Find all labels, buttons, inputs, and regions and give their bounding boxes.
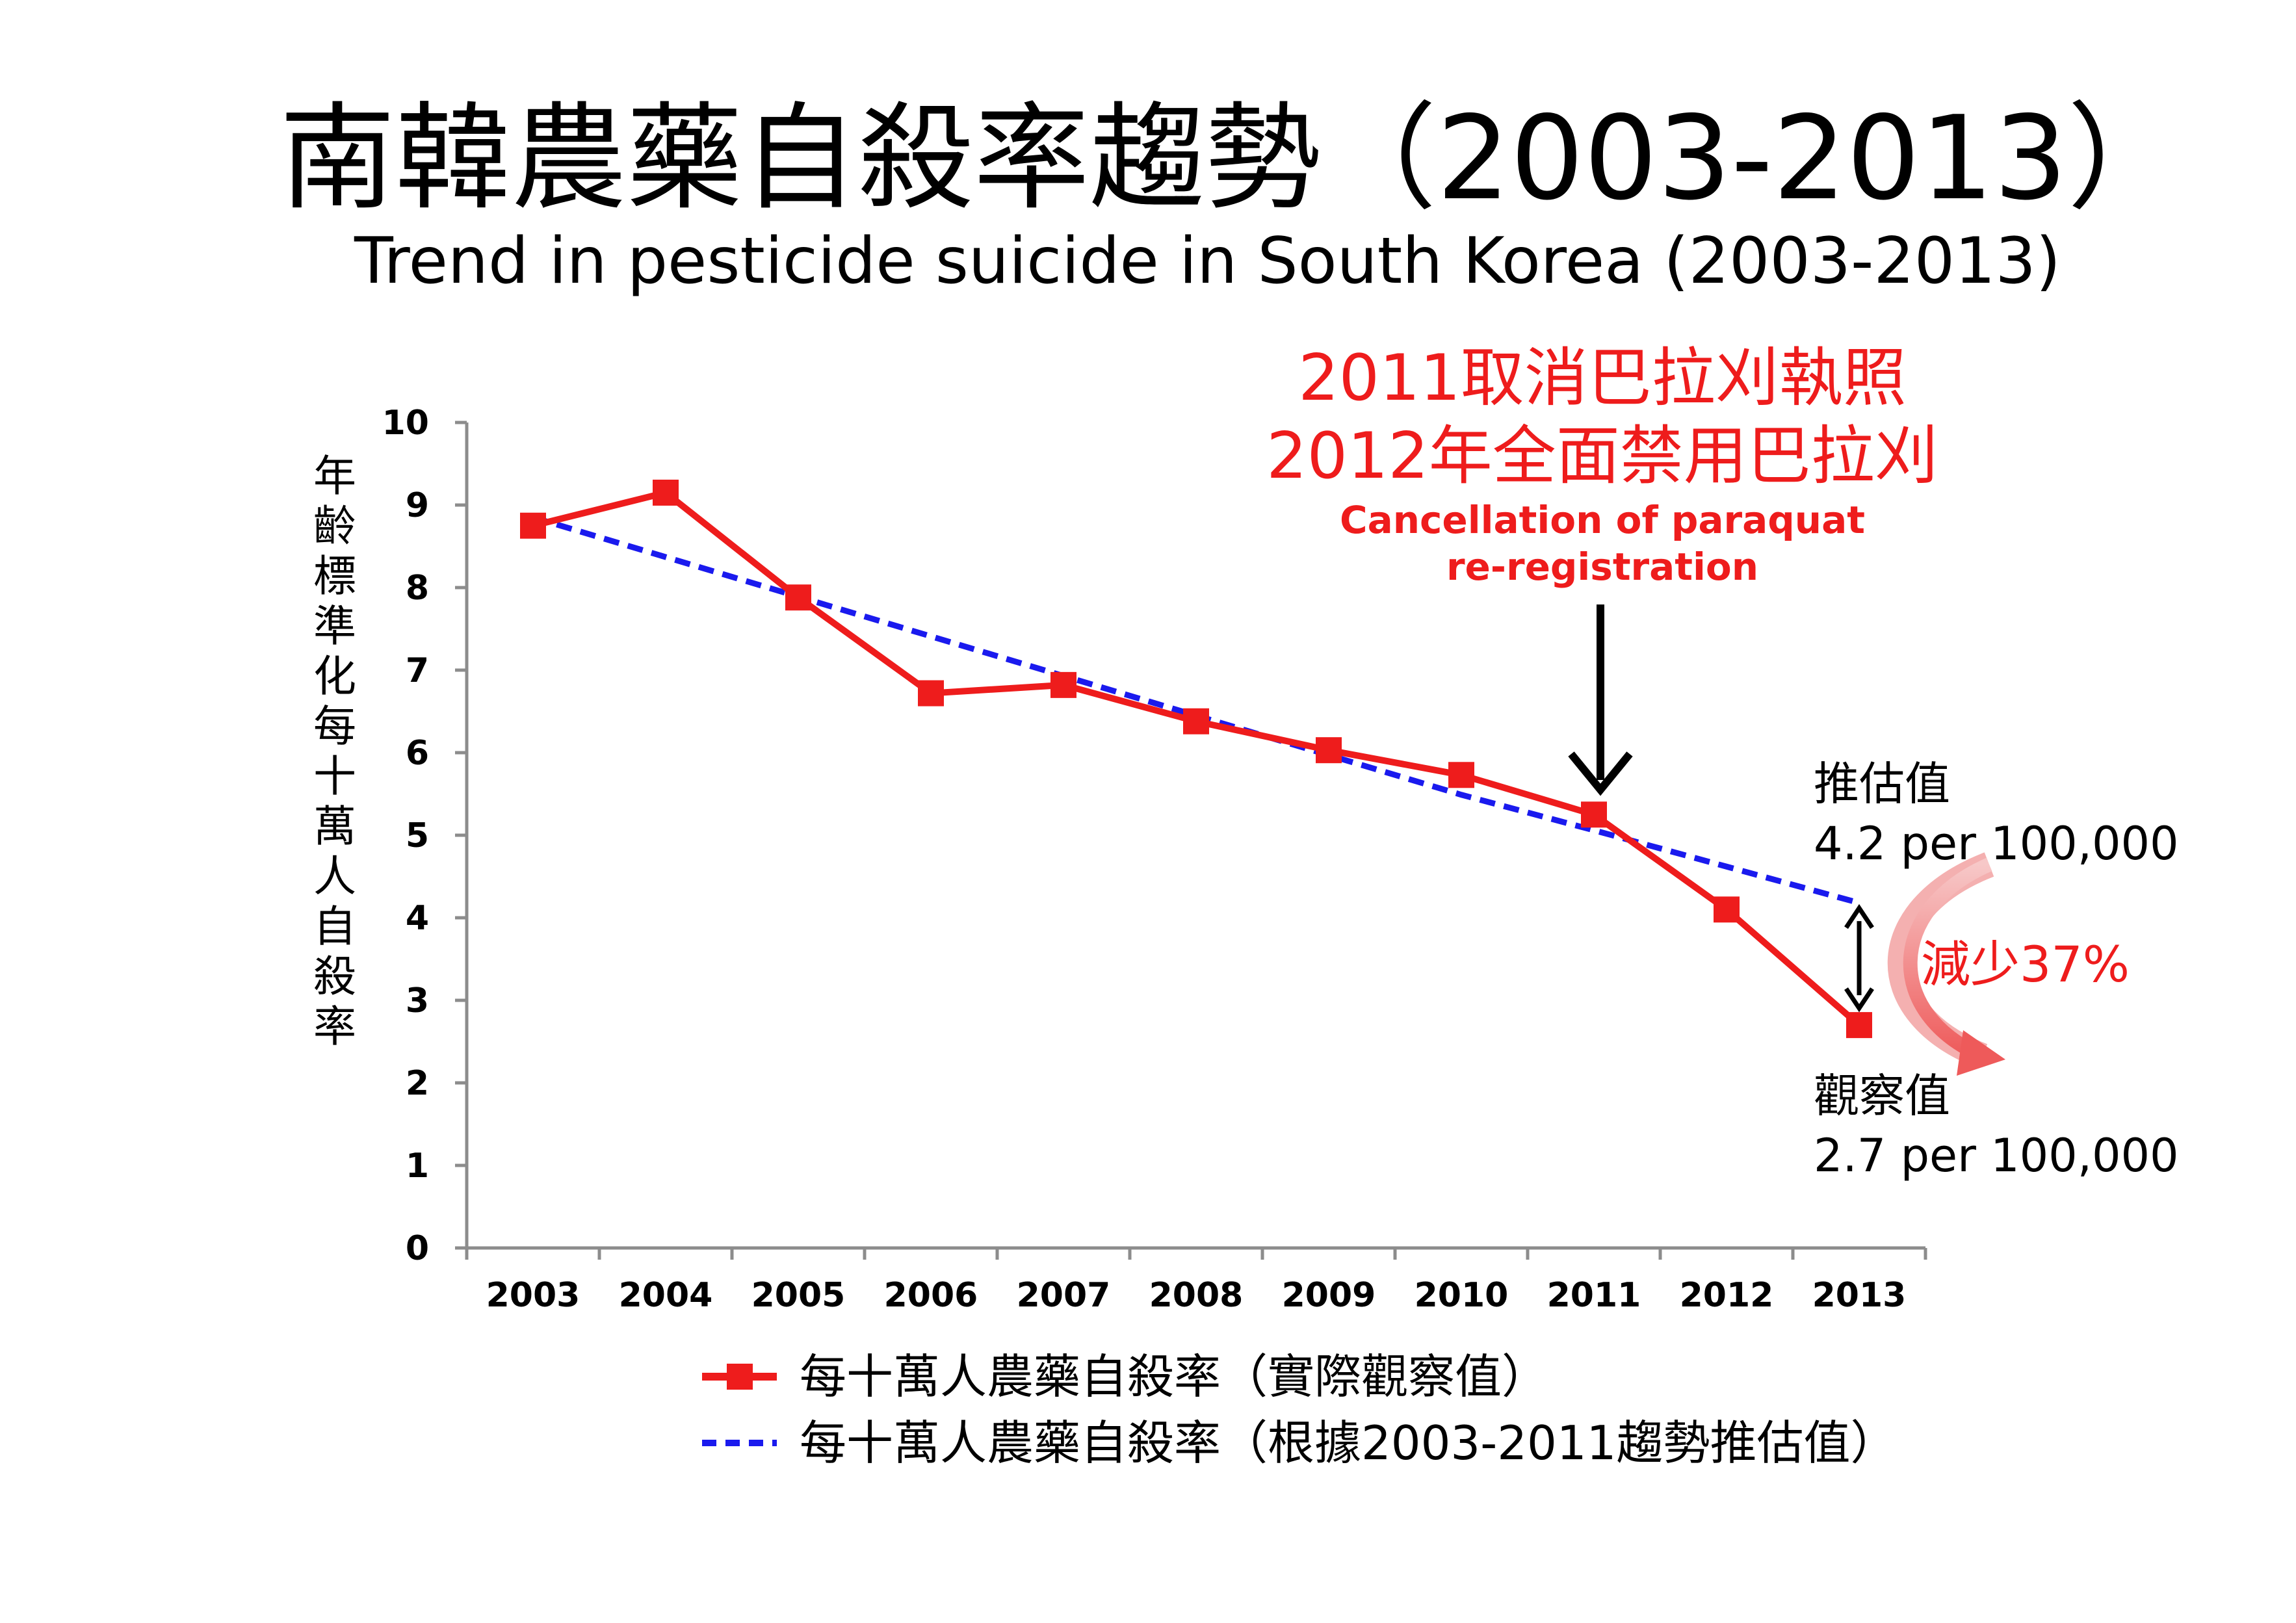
- x-tick-label: 2005: [751, 1276, 846, 1315]
- observed-point: [1183, 708, 1209, 734]
- observed-point: [1050, 671, 1076, 698]
- y-axis-label-char: 準: [313, 601, 356, 651]
- annotation-en-line-2: re-registration: [1446, 545, 1758, 589]
- observed-point: [520, 512, 546, 539]
- page-title-en: Trend in pesticide suicide in South Kore…: [354, 224, 2061, 298]
- y-tick-label: 10: [382, 404, 429, 443]
- annotation-en-line-1: Cancellation of paraquat: [1340, 498, 1865, 542]
- series-observed: [520, 479, 1872, 1039]
- y-tick-label: 2: [406, 1064, 429, 1103]
- x-tick-label: 2013: [1812, 1276, 1907, 1315]
- y-axis-label-char: 率: [313, 1002, 356, 1052]
- observed-point: [1448, 762, 1474, 788]
- y-axis-label-char: 每: [313, 701, 356, 751]
- reduction-label: 減少37%: [1921, 935, 2130, 993]
- x-tick-label: 2004: [619, 1276, 713, 1315]
- y-tick-label: 5: [406, 816, 429, 855]
- x-tick-label: 2007: [1017, 1276, 1111, 1315]
- x-tick-label: 2006: [884, 1276, 978, 1315]
- x-axis-ticks: 2003 2004 2005 2006 2007 2008 2009 2010 2011 2012…: [465, 1248, 1927, 1315]
- page-title-zh: 南韓農藥自殺率趨勢（2003-2013）: [280, 91, 2183, 226]
- legend-observed-swatch: [702, 1364, 777, 1390]
- gap-arrow-head-bottom: [1844, 987, 1874, 1013]
- y-tick-label: 7: [406, 651, 429, 690]
- y-tick-label: 6: [406, 734, 429, 773]
- y-axis-label-char: 萬: [313, 801, 356, 851]
- y-axis-label-char: 自: [313, 902, 356, 952]
- y-axis-label-char: 齡: [313, 501, 356, 551]
- y-tick-label: 4: [406, 899, 429, 938]
- annotation-line-1: 2011取消巴拉刈執照: [1298, 341, 1906, 415]
- reduction-curve-arrow: [1887, 852, 2005, 1076]
- legend-trend-label: 每十萬人農藥自殺率（根據2003-2011趨勢推估值）: [800, 1416, 1897, 1470]
- observed-point: [918, 680, 944, 707]
- y-axis-ticks: 0 1 2 3 4 5 6 7 8 9 10: [382, 404, 467, 1268]
- x-tick-label: 2011: [1547, 1276, 1641, 1315]
- x-tick-label: 2003: [486, 1276, 581, 1315]
- annotation-line-2: 2012年全面禁用巴拉刈: [1266, 419, 1938, 493]
- estimated-value: 4.2 per 100,000: [1814, 817, 2179, 870]
- gap-arrow-head-top: [1844, 903, 1874, 929]
- x-tick-label: 2009: [1282, 1276, 1376, 1315]
- observed-value: 2.7 per 100,000: [1814, 1129, 2179, 1182]
- y-axis-label-char: 人: [313, 851, 356, 902]
- observed-point: [1581, 801, 1607, 828]
- y-axis-label-char: 殺: [313, 952, 356, 1002]
- observed-point: [653, 479, 679, 506]
- y-axis-label-char: 年: [313, 451, 356, 501]
- gap-double-arrow: [1844, 903, 1874, 1013]
- y-axis-label-char: 十: [313, 751, 356, 801]
- y-axis-label-char: 標: [313, 551, 356, 601]
- observed-point: [1846, 1012, 1872, 1039]
- legend-observed-label: 每十萬人農藥自殺率（實際觀察值）: [800, 1349, 1548, 1404]
- y-axis-label-char: 化: [313, 651, 356, 701]
- annotation-down-arrow: [1568, 604, 1633, 796]
- legend: 每十萬人農藥自殺率（實際觀察值） 每十萬人農藥自殺率（根據2003-2011趨勢…: [702, 1349, 1897, 1470]
- y-tick-label: 0: [406, 1229, 429, 1268]
- observed-point: [1316, 737, 1342, 764]
- x-tick-label: 2008: [1149, 1276, 1244, 1315]
- y-tick-label: 3: [406, 981, 429, 1020]
- y-tick-label: 9: [406, 486, 429, 525]
- y-tick-label: 1: [406, 1147, 429, 1186]
- observed-label: 觀察值: [1814, 1069, 1950, 1123]
- x-tick-label: 2012: [1680, 1276, 1774, 1315]
- observed-point: [785, 584, 811, 611]
- y-tick-label: 8: [406, 569, 429, 608]
- x-tick-label: 2010: [1415, 1276, 1509, 1315]
- observed-point: [1714, 896, 1740, 923]
- estimated-label: 推估值: [1814, 757, 1950, 811]
